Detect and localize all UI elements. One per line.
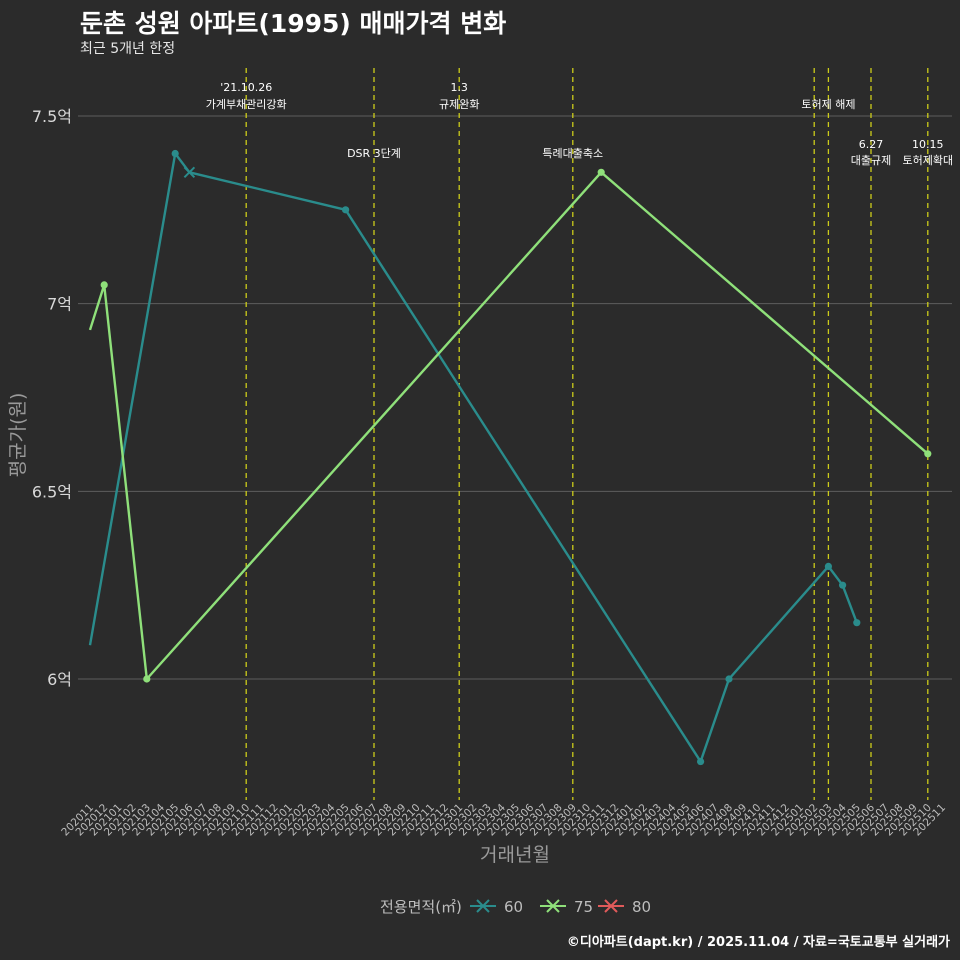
data-point (924, 450, 932, 458)
data-point-x (183, 166, 196, 179)
event-label: 토허제 해제 (801, 97, 855, 111)
legend-key-80 (598, 899, 624, 913)
chart-subtitle: 최근 5개년 한정 (80, 41, 176, 57)
event-label: DSR 3단계 (347, 147, 401, 160)
legend-key-60 (470, 899, 496, 913)
data-point (853, 619, 861, 627)
legend-label: 75 (574, 898, 593, 916)
legend: 전용면적(㎡) 60 75 80 (380, 898, 651, 916)
data-point (100, 281, 108, 289)
data-point (342, 206, 350, 214)
y-tick-label: 7억 (47, 295, 72, 314)
event-date: 1.3 (450, 81, 468, 94)
legend-key-75 (540, 899, 566, 913)
y-gridlines (78, 115, 952, 680)
event-date: '21.10.26 (220, 81, 272, 94)
data-point (597, 168, 605, 176)
event-date: 10.15 (912, 138, 944, 151)
data-point (839, 581, 847, 589)
x-axis-label: 거래년월 (480, 844, 550, 866)
chart-title: 둔촌 성원 아파트(1995) 매매가격 변화 (80, 9, 507, 38)
legend-x (546, 899, 560, 913)
data-point (171, 149, 179, 158)
y-axis-label: 평균가(원) (7, 393, 29, 478)
event-label: 규제완화 (439, 98, 479, 111)
footer-credit: ©디아파트(dapt.kr) / 2025.11.04 / 자료=국토교통부 실… (566, 935, 950, 950)
data-point (824, 562, 833, 571)
y-tick-label: 7.5억 (32, 107, 72, 126)
legend-x (476, 899, 490, 913)
y-tick-labels: 6억 6.5억 7억 7.5억 (32, 107, 72, 689)
data-series (88, 149, 932, 766)
legend-label: 80 (632, 898, 651, 916)
legend-title: 전용면적(㎡) (380, 898, 462, 916)
event-label: 특례대출축소 (542, 147, 603, 160)
event-label: 토허제확대 (902, 154, 953, 167)
legend-label: 60 (504, 898, 523, 916)
event-label: 대출규제 (851, 154, 891, 167)
x-tick-labels: 2020112020122021012021022021032021042021… (59, 801, 948, 838)
data-point (725, 675, 733, 683)
data-point (697, 757, 705, 766)
event-label: 가계부채관리강화 (206, 98, 287, 111)
y-tick-label: 6억 (47, 670, 72, 689)
data-point (143, 675, 151, 683)
legend-x (604, 899, 618, 913)
x-stroke (183, 166, 196, 179)
series-line-75 (88, 171, 929, 681)
series-line-60 (88, 152, 858, 763)
y-tick-label: 6.5억 (32, 482, 72, 501)
event-date: 6.27 (859, 138, 884, 151)
